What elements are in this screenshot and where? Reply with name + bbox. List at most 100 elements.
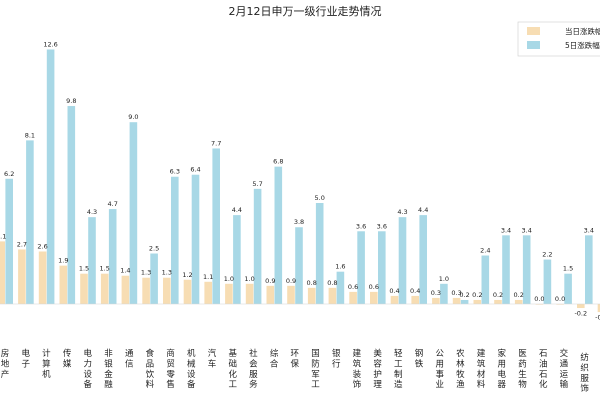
- data-label-5day: 0.2: [459, 291, 469, 299]
- data-label-5day: 6.4: [190, 166, 200, 174]
- category-label: 通信: [125, 348, 134, 369]
- data-label-daily: 1.0: [224, 275, 234, 283]
- data-label-daily: -0.4: [595, 314, 600, 322]
- data-label-5day: 7.7: [211, 139, 221, 147]
- bars: [0, 49, 600, 313]
- data-label-daily: 0.0: [555, 295, 565, 303]
- data-label-daily: 1.4: [120, 267, 130, 275]
- category-label: 石油石化: [539, 349, 548, 390]
- data-label-5day: 2.4: [480, 247, 490, 255]
- data-label-5day: 6.2: [4, 170, 14, 178]
- bar-daily: [577, 304, 585, 309]
- category-label: 综合: [270, 348, 279, 369]
- data-label-5day: 3.4: [501, 226, 511, 234]
- bar-5day: [522, 235, 531, 304]
- legend-label-daily: 当日涨跌幅: [565, 26, 600, 36]
- bar-5day: [543, 259, 552, 304]
- bar-5day: [481, 255, 490, 304]
- legend-label-5day: 5日涨跌幅: [565, 40, 600, 50]
- bar-daily: [142, 277, 150, 304]
- value-labels: 3.1 6.2 2.7 8.1 2.6 12.6 1.9 9.8 1.5 4.3 1.5 4.7 1.4…: [0, 40, 600, 321]
- bar-daily: [390, 295, 399, 304]
- data-label-5day: 4.4: [418, 206, 428, 214]
- bar-5day: [398, 217, 407, 304]
- category-label: 食品饮料: [146, 348, 155, 390]
- bar-daily: [245, 283, 254, 304]
- bar-daily: [204, 281, 212, 304]
- bar-5day: [212, 148, 220, 304]
- data-label-5day: 12.6: [43, 40, 57, 48]
- data-label-5day: 8.1: [25, 131, 35, 139]
- category-label: 农林牧渔: [456, 348, 465, 390]
- data-label-daily: 2.7: [17, 240, 27, 248]
- category-label: 传媒: [63, 348, 72, 369]
- bar-daily: [597, 304, 600, 313]
- category-label: 建筑材料: [477, 348, 486, 390]
- bar-5day: [460, 299, 469, 304]
- data-label-daily: 1.3: [141, 269, 151, 277]
- data-label-daily: 0.9: [265, 277, 275, 285]
- bar-5day: [378, 231, 386, 304]
- category-label: 计算机: [42, 348, 51, 380]
- data-label-5day: 5.7: [252, 180, 262, 188]
- category-label: 轻工制造: [394, 348, 403, 390]
- bar-daily: [452, 297, 461, 304]
- bar-daily: [370, 291, 378, 304]
- category-label: 钢铁: [415, 348, 424, 369]
- category-label: 国防军工: [311, 349, 320, 390]
- data-label-daily: 1.5: [100, 265, 110, 273]
- category-label: 商贸零售: [166, 348, 175, 390]
- category-label: 机械设备: [187, 348, 196, 390]
- data-label-daily: 1.2: [182, 271, 192, 279]
- data-label-5day: 4.7: [108, 200, 118, 208]
- category-label: 环保: [291, 349, 300, 369]
- data-label-5day: 1.5: [563, 265, 573, 273]
- bar-daily: [473, 299, 482, 304]
- category-label: 电力设备: [84, 348, 93, 390]
- data-label-5day: 3.6: [377, 222, 387, 230]
- data-label-daily: 0.2: [472, 291, 482, 299]
- bar-daily: [494, 299, 502, 304]
- bar-5day: [274, 166, 283, 304]
- bar-5day: [5, 178, 13, 304]
- bar-daily: [411, 295, 419, 304]
- data-label-5day: 9.8: [66, 97, 76, 105]
- bar-5day: [88, 217, 96, 304]
- bar-daily: [287, 285, 295, 304]
- data-label-5day: 1.6: [335, 263, 345, 271]
- bar-daily: [266, 285, 275, 304]
- category-label: 银行: [332, 348, 341, 369]
- category-label: 社会服务: [249, 348, 258, 390]
- bar-5day: [440, 283, 448, 304]
- bar-5day: [67, 106, 76, 304]
- bar-5day: [150, 253, 158, 304]
- data-label-daily: 0.8: [327, 279, 337, 287]
- category-label: 家用电器: [498, 348, 507, 390]
- bar-5day: [295, 227, 303, 304]
- data-label-5day: 2.5: [149, 245, 159, 253]
- data-label-5day: 3.4: [584, 226, 594, 234]
- bar-5day: [191, 174, 200, 304]
- bar-5day: [233, 215, 241, 304]
- category-label: 建筑装饰: [353, 348, 362, 390]
- data-label-daily: 0.2: [514, 291, 524, 299]
- data-label-daily: 0.2: [493, 291, 503, 299]
- bar-daily: [121, 275, 130, 304]
- bar-daily: [59, 265, 68, 304]
- data-label-5day: 5.0: [315, 194, 325, 202]
- bar-5day: [357, 231, 365, 304]
- data-label-daily: 1.3: [162, 269, 172, 277]
- bar-5day: [129, 122, 138, 304]
- bar-daily: [38, 251, 47, 304]
- bar-5day: [26, 140, 34, 304]
- data-label-daily: 0.4: [410, 287, 420, 295]
- legend: 当日涨跌幅 5日涨跌幅: [517, 21, 600, 57]
- data-label-5day: 3.4: [522, 226, 532, 234]
- bar-daily: [432, 297, 440, 304]
- bar-5day: [108, 209, 117, 304]
- data-label-daily: 1.5: [79, 265, 89, 273]
- bar-daily: [80, 273, 88, 304]
- data-label-daily: 0.6: [369, 283, 379, 291]
- bar-daily: [163, 277, 171, 304]
